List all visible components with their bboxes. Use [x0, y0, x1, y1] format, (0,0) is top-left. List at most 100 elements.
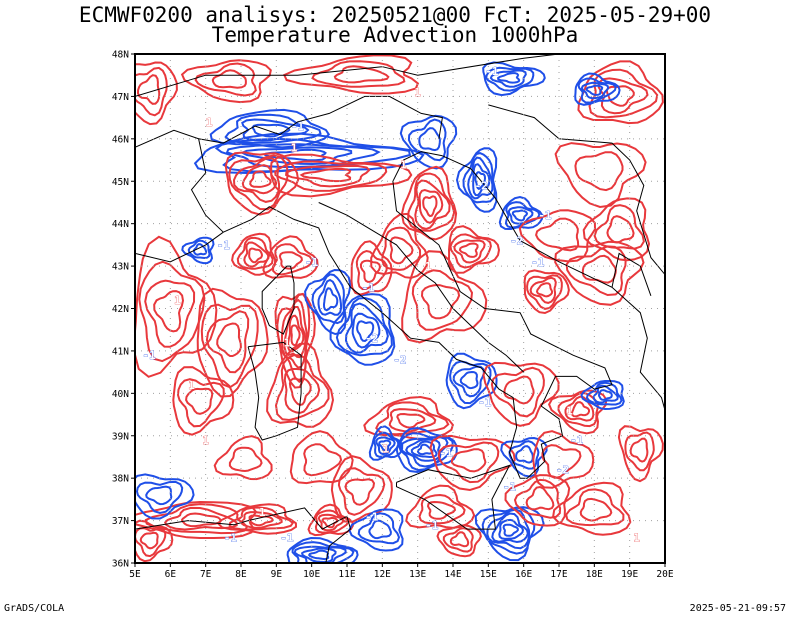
- warm-advection-contour: [172, 366, 235, 436]
- warm-advection-contour: [217, 503, 298, 535]
- warm-advection-contour: [337, 467, 386, 516]
- warm-advection-contour: [624, 431, 655, 472]
- cold-advection-contour: [368, 519, 392, 540]
- cold-advection-contour: [585, 84, 604, 96]
- cold-advection-contour: [474, 506, 545, 562]
- lat-tick-label: 37N: [112, 516, 129, 527]
- warm-advection-contour: [541, 444, 582, 480]
- warm-advection-contour: [420, 283, 461, 320]
- lat-tick-label: 44N: [112, 219, 129, 230]
- contour-label: -1: [538, 209, 552, 222]
- cold-advection-contour: [486, 508, 531, 550]
- warm-advection-contour: [274, 160, 388, 192]
- cold-advection-contour: [455, 147, 498, 213]
- axis-labels: 5E 6E 7E 8E 9E 10E 11E 12E 13E 14E 15E 16E 17E 18E 19E…: [112, 50, 674, 581]
- warm-advection-contour: [241, 164, 278, 195]
- lon-tick-label: 15E: [480, 569, 497, 580]
- cold-advection-contour: [264, 148, 327, 162]
- warm-advection-contour: [194, 62, 257, 97]
- contour-label: -1: [217, 239, 231, 252]
- warm-advection-contour: [436, 524, 482, 558]
- warm-advection-contour: [570, 401, 590, 418]
- sardinia-coastline: [247, 341, 302, 441]
- warm-advection-contour: [529, 276, 557, 304]
- warm-advection-contour: [213, 435, 273, 481]
- cold-advection-contour: [181, 236, 215, 265]
- cold-advection-contour: [395, 426, 458, 474]
- cold-advection-contour: [145, 485, 173, 506]
- contour-label: 1: [284, 336, 291, 349]
- cold-advection-contour: [344, 302, 389, 354]
- alpine-border: [198, 95, 443, 144]
- warm-advection-contour: [216, 322, 242, 357]
- warm-advection-contour: [552, 481, 632, 536]
- contour-label: -1: [143, 349, 157, 362]
- warm-advection-contour: [535, 282, 554, 298]
- lat-tick-label: 48N: [112, 50, 129, 61]
- contour-label: -1: [280, 532, 294, 545]
- contour-label: -1: [503, 481, 517, 494]
- warm-advection-contour: [523, 269, 570, 315]
- sicily-coastline: [396, 464, 511, 530]
- lat-tick-label: 38N: [112, 474, 129, 485]
- cold-advection-contour: [373, 431, 400, 458]
- balkan-border: [488, 104, 665, 275]
- warm-advection-contour: [289, 430, 354, 485]
- warm-advection-contour: [205, 310, 250, 374]
- france-coastline: [135, 231, 224, 263]
- cold-advection-contour: [375, 436, 396, 456]
- cold-advection-contour: [580, 380, 625, 411]
- italy-coastline: [223, 151, 613, 479]
- cold-advection-contour: [335, 296, 393, 357]
- contour-label: -1: [439, 447, 453, 460]
- lat-tick-label: 45N: [112, 177, 129, 188]
- contour-label: 1: [291, 141, 298, 154]
- warm-advection-contour: [280, 298, 308, 369]
- warm-advection-contour: [333, 65, 390, 84]
- contour-label: 1: [383, 442, 390, 455]
- contour-label: -1: [425, 519, 439, 532]
- warm-advection-contour: [503, 375, 535, 405]
- warm-advection-contour: [375, 401, 450, 436]
- contour-label: -2: [393, 353, 406, 366]
- warm-advection-contour: [144, 279, 196, 348]
- coastline-layer: [135, 54, 665, 563]
- lon-tick-label: 20E: [656, 569, 673, 580]
- cold-advection-contour: [577, 77, 617, 104]
- cold-advection-contour: [135, 473, 195, 520]
- warm-advection-contour: [355, 249, 388, 291]
- cold-advection-contour: [304, 268, 352, 336]
- warm-advection-contour: [437, 441, 500, 484]
- contour-label: -1: [365, 510, 379, 523]
- lon-tick-label: 13E: [409, 569, 426, 580]
- cold-advection-contour: [300, 547, 337, 563]
- map-subtitle: Temperature Advection 1000hPa: [211, 23, 579, 47]
- cold-advection-contour: [399, 114, 458, 170]
- warm-advection-contour: [135, 519, 174, 563]
- warm-advection-contour: [236, 236, 274, 270]
- cold-advection-contour: [368, 425, 404, 461]
- lon-tick-label: 17E: [550, 569, 567, 580]
- warm-advection-contour: [276, 292, 311, 384]
- warm-advection-contour: [164, 506, 238, 531]
- warm-advection-contour: [176, 378, 225, 428]
- footer-credit: GrADS/COLA: [4, 603, 65, 614]
- lat-tick-label: 39N: [112, 431, 129, 442]
- warm-advection-contour: [554, 142, 647, 209]
- cold-advection-contour: [135, 480, 184, 515]
- contour-label: -1: [531, 256, 545, 269]
- cold-advection-contour: [502, 523, 519, 537]
- warm-advection-contour: [389, 236, 414, 265]
- warm-advection-contour: [232, 157, 281, 203]
- warm-advection-contour: [249, 170, 272, 188]
- lat-tick-label: 40N: [112, 389, 129, 400]
- warm-advection-contour: [518, 209, 597, 263]
- lon-tick-label: 11E: [338, 569, 355, 580]
- warm-advection-contour: [449, 531, 470, 548]
- contour-label: -2: [475, 179, 488, 192]
- warm-advection-contour: [453, 239, 486, 264]
- warm-advection-contour: [557, 392, 599, 428]
- warm-advection-contour: [525, 485, 555, 511]
- contour-label: -2: [556, 464, 569, 477]
- warm-advection-contour: [283, 306, 307, 359]
